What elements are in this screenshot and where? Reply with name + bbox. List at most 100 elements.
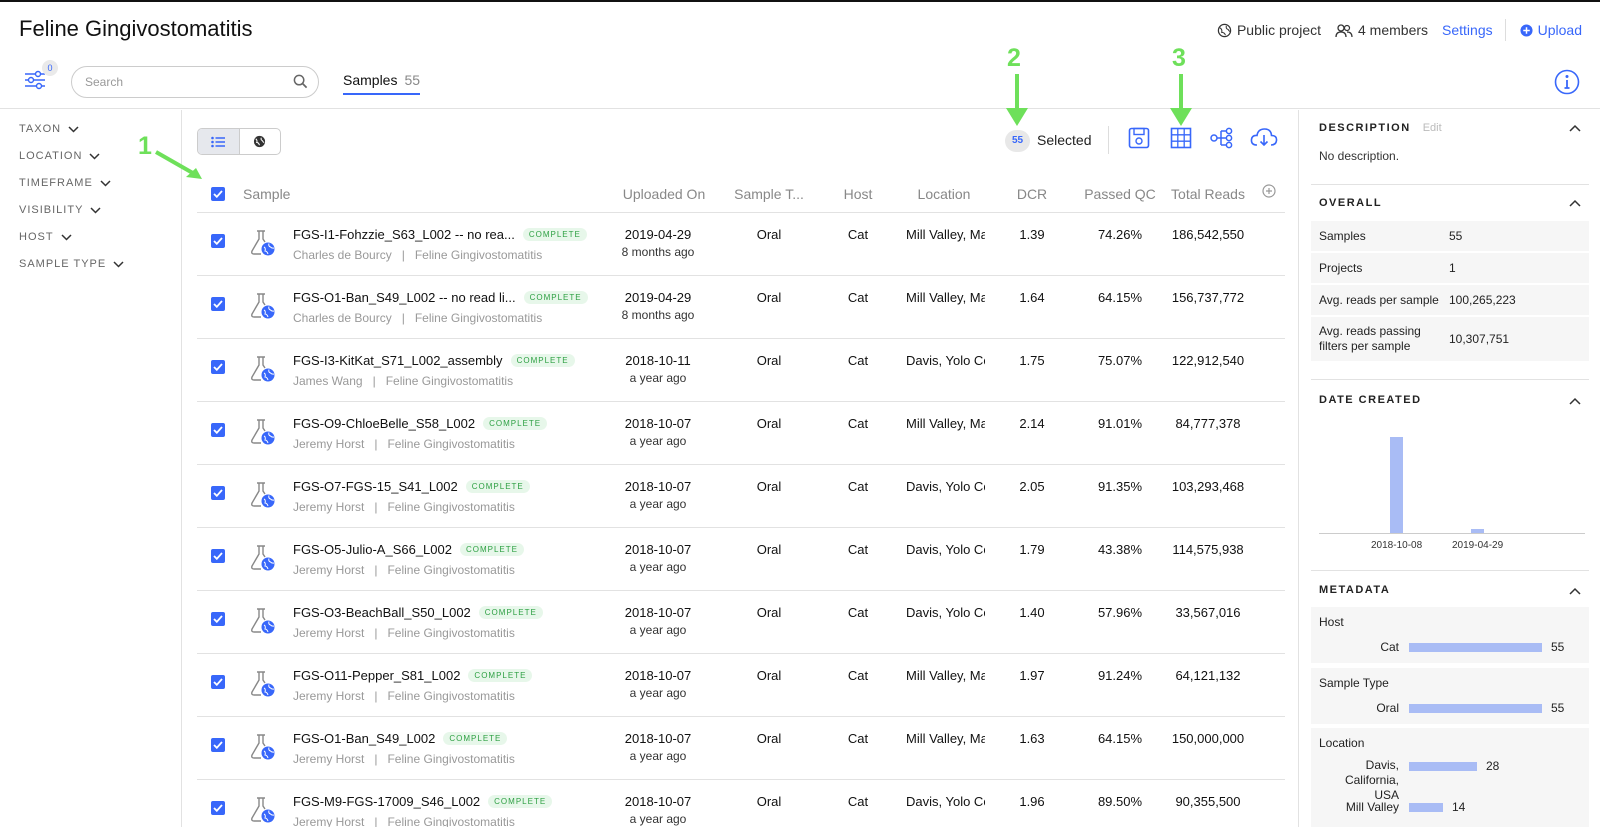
row-checkbox[interactable]	[211, 297, 225, 311]
row-checkbox[interactable]	[211, 738, 225, 752]
chevron-down-icon	[68, 125, 79, 133]
filter-host[interactable]: HOST	[19, 231, 72, 243]
settings-link[interactable]: Settings	[1442, 22, 1493, 38]
histogram-bar[interactable]	[1470, 529, 1484, 533]
sample-icon	[248, 229, 276, 262]
info-button[interactable]	[1554, 69, 1580, 100]
meta-separator: |	[374, 563, 378, 577]
column-header-uploaded-on[interactable]: Uploaded On	[622, 186, 706, 202]
view-toggle	[197, 128, 281, 155]
filter-timeframe[interactable]: TIMEFRAME	[19, 177, 111, 189]
filter-label: VISIBILITY	[19, 204, 84, 216]
stat-value: 1	[1449, 261, 1456, 275]
sample-name[interactable]: FGS-O9-ChloeBelle_S58_L002 COMPLETE	[293, 416, 548, 431]
sample-name[interactable]: FGS-O11-Pepper_S81_L002 COMPLETE	[293, 668, 533, 683]
row-checkbox[interactable]	[211, 801, 225, 815]
chevron-up-icon[interactable]	[1569, 199, 1581, 207]
stat-value: 55	[1449, 229, 1463, 243]
table-row[interactable]: FGS-M9-FGS-17009_S46_L002 COMPLETE Jeremy …	[197, 779, 1285, 827]
table-row[interactable]: FGS-O5-Julio-A_S66_L002 COMPLETE Jeremy Ho…	[197, 527, 1285, 590]
tab-samples-count: 55	[404, 72, 421, 88]
row-checkbox[interactable]	[211, 423, 225, 437]
check-icon	[213, 190, 223, 198]
status-badge: COMPLETE	[465, 480, 530, 493]
row-checkbox[interactable]	[211, 486, 225, 500]
chevron-down-icon	[90, 206, 101, 214]
tab-samples-label: Samples	[343, 72, 398, 88]
table-row[interactable]: FGS-O3-BeachBall_S50_L002 COMPLETE Jeremy …	[197, 590, 1285, 653]
chevron-up-icon[interactable]	[1569, 124, 1581, 132]
sample-name[interactable]: FGS-I3-KitKat_S71_L002_assembly COMPLETE	[293, 353, 575, 368]
row-checkbox[interactable]	[211, 612, 225, 626]
filter-location[interactable]: LOCATION	[19, 150, 100, 162]
filter-taxon[interactable]: TAXON	[19, 123, 79, 135]
filter-sample-type[interactable]: SAMPLE TYPE	[19, 258, 124, 270]
tab-samples[interactable]: Samples 55	[343, 72, 421, 95]
sample-project: Feline Gingivostomatitis	[387, 500, 515, 514]
search-icon[interactable]	[293, 74, 308, 89]
column-header-total-reads[interactable]: Total Reads	[1171, 186, 1245, 202]
sample-name[interactable]: FGS-M9-FGS-17009_S46_L002 COMPLETE	[293, 794, 553, 809]
sample-icon	[248, 481, 276, 514]
table-row[interactable]: FGS-O11-Pepper_S81_L002 COMPLETE Jeremy Ho…	[197, 653, 1285, 716]
table-row[interactable]: FGS-O1-Ban_S49_L002 COMPLETE Jeremy Horst |…	[197, 716, 1285, 779]
chevron-up-icon[interactable]	[1569, 587, 1581, 595]
column-header-passed-qc[interactable]: Passed QC	[1084, 186, 1156, 202]
table-row[interactable]: FGS-O9-ChloeBelle_S58_L002 COMPLETE Jeremy…	[197, 401, 1285, 464]
column-header-location[interactable]: Location	[917, 186, 971, 202]
chevron-up-icon[interactable]	[1569, 397, 1581, 405]
members-link[interactable]: 4 members	[1335, 22, 1428, 38]
sample-name[interactable]: FGS-O1-Ban_S49_L002 COMPLETE	[293, 731, 508, 746]
column-header-sample[interactable]: Sample	[243, 186, 291, 202]
upload-button[interactable]: Upload	[1520, 22, 1582, 38]
search-input[interactable]	[85, 75, 285, 89]
heatmap-button[interactable]	[1170, 127, 1192, 154]
description-title: DESCRIPTION	[1319, 122, 1411, 134]
table-row[interactable]: FGS-O7-FGS-15_S41_L002 COMPLETE Jeremy Hor…	[197, 464, 1285, 527]
table-row[interactable]: FGS-I1-Fohzzie_S63_L002 -- no rea... COMP…	[197, 212, 1285, 275]
column-header-host[interactable]: Host	[843, 186, 873, 202]
sample-name[interactable]: FGS-O7-FGS-15_S41_L002 COMPLETE	[293, 479, 530, 494]
meta-separator: |	[401, 311, 405, 325]
filters-toggle-button[interactable]	[22, 66, 58, 92]
sample-name[interactable]: FGS-O1-Ban_S49_L002 -- no read li... COMP…	[293, 290, 588, 305]
select-all-checkbox[interactable]	[211, 187, 225, 201]
histogram-bar[interactable]	[1389, 436, 1403, 533]
row-checkbox[interactable]	[211, 234, 225, 248]
globe-icon	[254, 135, 266, 148]
filter-visibility[interactable]: VISIBILITY	[19, 204, 101, 216]
phylo-tree-button[interactable]	[1210, 127, 1234, 154]
table-row[interactable]: FGS-I3-KitKat_S71_L002_assembly COMPLETE J…	[197, 338, 1285, 401]
edit-description-link[interactable]: Edit	[1422, 122, 1442, 134]
page-header: Feline Gingivostomatitis Public project …	[0, 2, 1600, 109]
passed-qc-cell: 64.15%	[1097, 731, 1143, 746]
download-button[interactable]	[1250, 127, 1278, 154]
column-header-dcr[interactable]: DCR	[1016, 186, 1048, 202]
save-button[interactable]	[1128, 127, 1150, 154]
flask-globe-icon	[251, 734, 275, 760]
column-header-sample-type[interactable]: Sample T...	[734, 186, 804, 202]
metadata-count: 14	[1452, 800, 1466, 814]
uploaded-on-cell: 2018-10-07 a year ago	[608, 416, 708, 448]
sample-name[interactable]: FGS-I1-Fohzzie_S63_L002 -- no rea... COMP…	[293, 227, 587, 242]
sample-meta: Charles de Bourcy | Feline Gingivostomatit…	[293, 311, 542, 325]
row-checkbox[interactable]	[211, 675, 225, 689]
chevron-down-icon	[100, 179, 111, 187]
sample-name[interactable]: FGS-O5-Julio-A_S66_L002 COMPLETE	[293, 542, 524, 557]
sample-meta: Jeremy Horst | Feline Gingivostomatitis	[293, 626, 515, 640]
row-checkbox[interactable]	[211, 549, 225, 563]
sample-icon	[248, 733, 276, 766]
list-view-button[interactable]	[198, 129, 240, 154]
metadata-bar	[1409, 762, 1477, 771]
globe-icon	[1217, 23, 1232, 37]
sample-name[interactable]: FGS-O3-BeachBall_S50_L002 COMPLETE	[293, 605, 543, 620]
map-view-button[interactable]	[240, 129, 281, 154]
add-column-button[interactable]	[1262, 184, 1276, 203]
members-label: 4 members	[1358, 22, 1429, 38]
selected-count-badge: 55	[1005, 130, 1030, 152]
host-cell: Cat	[847, 479, 869, 494]
row-checkbox[interactable]	[211, 360, 225, 374]
passed-qc-cell: 75.07%	[1097, 353, 1143, 368]
upload-date: 2018-10-07	[624, 416, 692, 431]
table-row[interactable]: FGS-O1-Ban_S49_L002 -- no read li... COMP…	[197, 275, 1285, 338]
